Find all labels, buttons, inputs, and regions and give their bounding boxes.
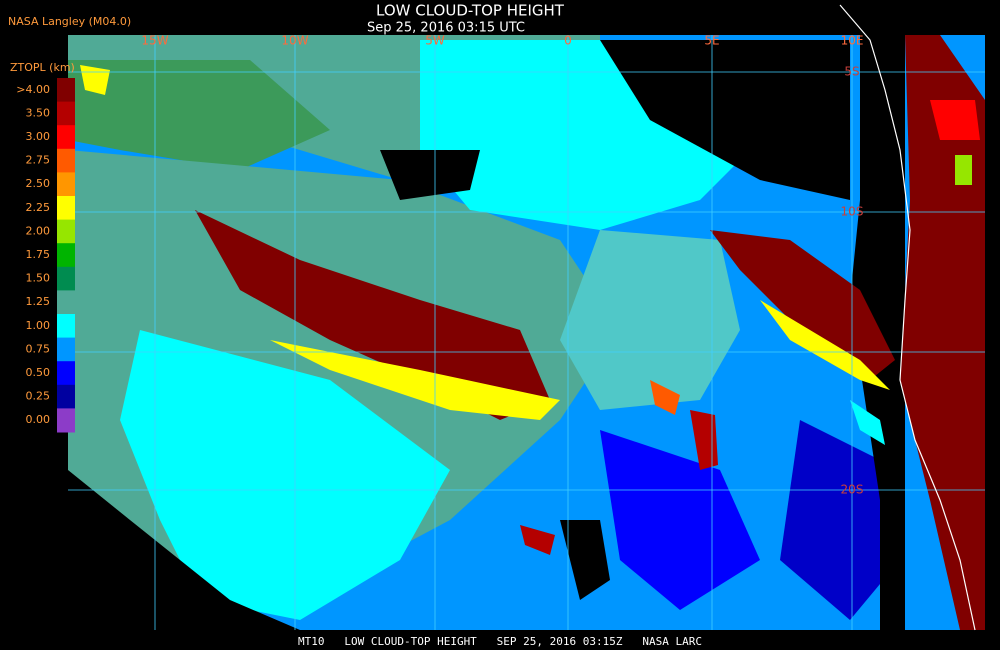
latitude-label: 10S (841, 205, 864, 219)
legend-swatch (57, 196, 75, 221)
legend-swatch (57, 314, 75, 339)
legend-label: 1.25 (26, 295, 51, 308)
grid (68, 35, 985, 630)
longitude-label: 5E (704, 34, 719, 48)
legend-label: 1.00 (26, 319, 51, 332)
legend-label: 3.50 (26, 106, 51, 119)
legend-label: 0.75 (26, 342, 51, 355)
satellite-image (68, 35, 985, 630)
longitude-label: 5W (425, 34, 445, 48)
legend-label: 2.50 (26, 177, 51, 190)
legend-swatch (57, 243, 75, 268)
legend-swatch (57, 101, 75, 126)
legend-swatch (57, 125, 75, 150)
legend-swatch (57, 408, 75, 433)
legend-title: ZTOPL (km) (10, 61, 75, 74)
coastline (839, 4, 976, 631)
legend-swatch (57, 361, 75, 386)
longitude-label: 10E (841, 34, 864, 48)
legend-label: 0.00 (26, 413, 51, 426)
legend-label: >4.00 (16, 83, 50, 96)
legend-label: 0.25 (26, 390, 51, 403)
legend: >4.00 3.50 3.00 2.75 2.50 2.25 2.00 1.75 1.50 1.2… (16, 78, 75, 433)
latitude-label: 5S (844, 65, 859, 79)
legend-swatch (57, 266, 75, 291)
longitude-label: 0 (564, 34, 572, 48)
source-label: NASA Langley (M04.0) (8, 15, 131, 28)
latitude-labels: 5S 10S 20S (841, 65, 864, 497)
legend-swatch (57, 219, 75, 244)
legend-label: 3.00 (26, 130, 51, 143)
timestamp: Sep 25, 2016 03:15 UTC (367, 21, 525, 36)
legend-label: 1.75 (26, 248, 51, 261)
legend-swatch (57, 337, 75, 362)
latitude-label: 20S (841, 483, 864, 497)
legend-swatch (57, 78, 75, 103)
legend-swatch (57, 290, 75, 315)
legend-swatch (57, 172, 75, 197)
legend-label: 2.75 (26, 154, 51, 167)
longitude-label: 15W (141, 34, 168, 48)
legend-swatch (57, 384, 75, 409)
title: LOW CLOUD-TOP HEIGHT (376, 2, 565, 20)
legend-label: 2.00 (26, 224, 51, 237)
legend-label: 0.50 (26, 366, 51, 379)
footer: MT10 LOW CLOUD-TOP HEIGHT SEP 25, 2016 0… (298, 635, 702, 648)
legend-label: 1.50 (26, 272, 51, 285)
longitude-label: 10W (281, 34, 308, 48)
longitude-labels: 15W 10W 5W 0 5E 10E (141, 34, 863, 48)
legend-label: 2.25 (26, 201, 51, 214)
legend-swatch (57, 148, 75, 173)
